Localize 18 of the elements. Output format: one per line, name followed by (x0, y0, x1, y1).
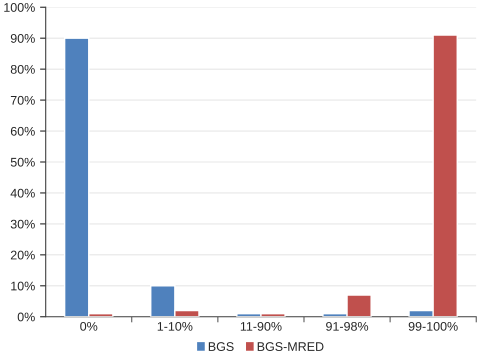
y-tick-label: 60% (10, 126, 35, 136)
y-tick-label: 40% (10, 188, 35, 198)
y-tick-label: 0% (18, 312, 35, 322)
y-tick-label: 80% (10, 64, 35, 74)
legend-label: BGS-MRED (258, 342, 324, 352)
x-tick-label: 11-90% (240, 322, 282, 331)
y-tick-label: 50% (10, 158, 35, 167)
y-tick-label: 20% (10, 250, 35, 260)
y-tick-label: 10% (11, 282, 35, 290)
y-tick-label: 30% (10, 220, 35, 229)
legend-label: BGS (208, 342, 234, 352)
x-tick-label: 99-100% (408, 322, 458, 331)
x-tick-label: 91-98% (326, 322, 368, 331)
x-tick-label: 0% (80, 322, 98, 331)
y-tick-label: 70% (10, 96, 35, 105)
x-tick-label: 1-10% (158, 322, 192, 331)
y-tick-label: 100% (4, 3, 35, 12)
y-tick-label: 90% (10, 34, 35, 43)
